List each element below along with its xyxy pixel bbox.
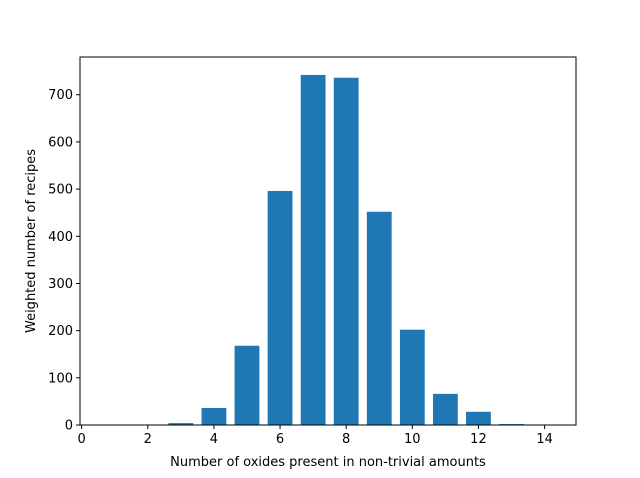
bar-7 [300,74,326,426]
bar-9 [366,211,392,425]
bar-12 [466,411,491,425]
y-tick-label: 0 [65,419,73,434]
bars-group [168,74,524,426]
x-tick-label: 12 [470,432,487,447]
x-tick-label: 2 [144,432,152,447]
x-tick-label: 8 [342,432,350,447]
bar-5 [234,345,260,425]
bar-6 [267,190,293,425]
x-tick-label: 4 [210,432,218,447]
y-tick-label: 600 [48,135,73,150]
y-tick-label: 100 [48,371,73,386]
x-tick-label: 6 [276,432,284,447]
bar-10 [399,329,425,425]
y-tick-label: 700 [48,88,73,103]
bar-11 [432,393,458,425]
y-tick-label: 200 [48,324,73,339]
y-axis-label: Weighted number of recipes [24,149,39,333]
x-axis-label: Number of oxides present in non-trivial … [170,455,486,470]
y-tick-label: 300 [48,277,73,292]
y-tick-label: 400 [48,230,73,245]
x-axis: 0 2 4 6 8 10 12 14 [78,425,553,447]
bar-4 [201,408,227,425]
plot-frame [79,56,577,426]
bar-3 [168,423,194,425]
y-tick-label: 500 [48,183,73,198]
x-tick-label: 10 [404,432,421,447]
x-tick-label: 14 [536,432,553,447]
bar-8 [333,77,359,425]
y-axis: 0 100 200 300 400 500 600 700 [48,88,80,434]
x-tick-label: 0 [78,432,86,447]
